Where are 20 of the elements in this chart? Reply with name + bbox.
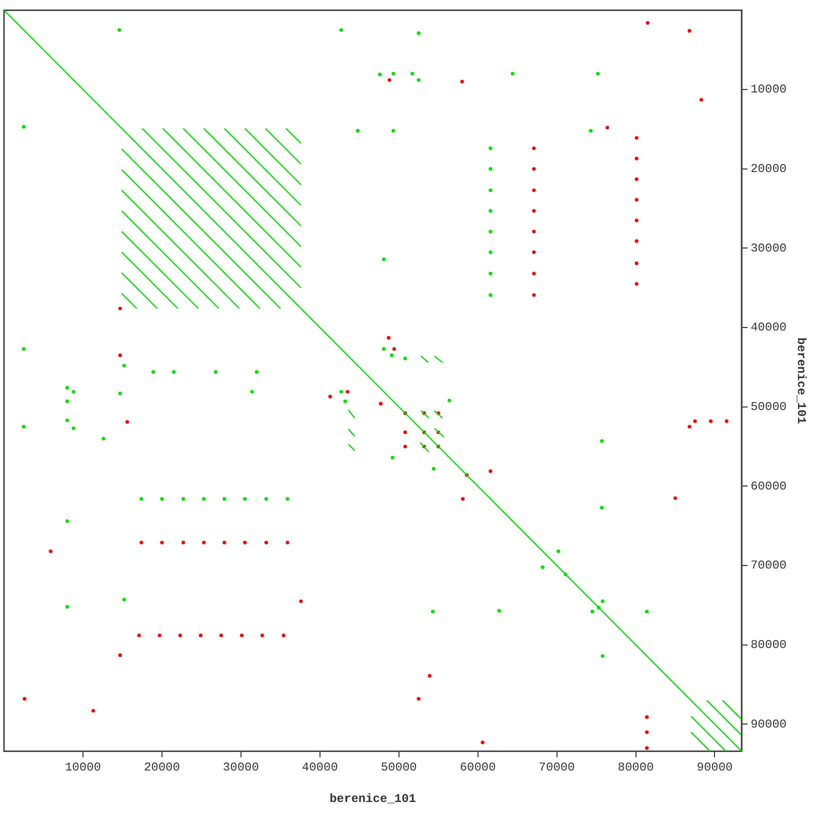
y-tick-label: 40000 [750, 320, 787, 335]
x-tick-label: 60000 [460, 760, 496, 775]
x-tick-label: 50000 [380, 760, 417, 775]
x-tick-label: 40000 [302, 760, 338, 775]
x-tick-label: 20000 [144, 760, 180, 775]
y-tick-label: 70000 [750, 558, 787, 573]
x-tick-label: 10000 [64, 760, 101, 775]
y-axis-title: berenice_101 [794, 337, 808, 424]
x-tick-label: 30000 [222, 760, 259, 775]
x-tick-label: 70000 [538, 760, 575, 775]
y-tick-label: 10000 [750, 82, 787, 97]
x-tick-label: 80000 [618, 760, 654, 775]
x-axis-title: berenice_101 [330, 792, 416, 806]
y-tick-label: 30000 [750, 241, 787, 256]
y-tick-label: 90000 [750, 717, 787, 732]
y-tick-label: 60000 [750, 479, 787, 494]
x-tick-label: 90000 [696, 760, 733, 775]
y-tick-label: 20000 [750, 162, 787, 176]
y-tick-label: 50000 [750, 400, 787, 414]
y-tick-label: 80000 [750, 638, 787, 652]
